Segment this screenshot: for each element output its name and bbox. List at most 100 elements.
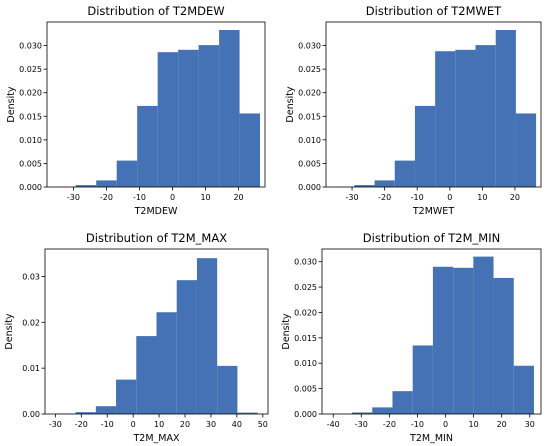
histogram-bar [413, 345, 433, 414]
histogram-bar [476, 45, 496, 187]
x-tick-label: -10 [411, 420, 424, 429]
x-tick-label: -30 [67, 193, 80, 202]
chart-panel-1: -30 -20 -10 0 10 20 0.000 0.005 0.010 0.015 0.020 0… [6, 4, 265, 217]
chart-panel-2: -30 -20 -10 0 10 20 0.000 0.005 0.010 0.015 0.020 0… [285, 4, 541, 217]
histogram-bar [136, 336, 156, 414]
histogram-bar [157, 312, 177, 414]
x-tick-label: 10 [200, 193, 210, 202]
histogram-bar [197, 258, 217, 414]
y-tick-label: 0.010 [298, 136, 321, 145]
histogram-bar [372, 407, 392, 414]
chart-title: Distribution of T2MWET [366, 4, 502, 18]
y-tick-label: 0.000 [298, 183, 321, 192]
x-tick-label: -10 [101, 420, 114, 429]
y-axis-label: Density [4, 313, 15, 349]
x-tick-label: 10 [469, 420, 479, 429]
x-tick-label: 40 [232, 420, 242, 429]
histogram-bar [514, 366, 534, 414]
y-tick-label: 0.005 [298, 159, 321, 168]
histogram-bar [455, 50, 475, 187]
histogram-bar [395, 161, 415, 187]
y-axis-label: Density [281, 313, 292, 349]
histogram-bar [137, 106, 157, 187]
x-tick-label: -40 [327, 420, 340, 429]
y-tick-label: 0.010 [19, 136, 42, 145]
x-tick-label: 50 [258, 420, 268, 429]
y-tick-label: 0.020 [298, 89, 321, 98]
x-tick-label: -20 [75, 420, 88, 429]
histogram-bar [433, 267, 453, 414]
x-tick-label: -30 [355, 420, 368, 429]
x-tick-label: -20 [378, 193, 391, 202]
histogram-bar [219, 30, 239, 187]
y-tick-label: 0.015 [19, 112, 42, 121]
y-tick-label: 0.030 [19, 42, 42, 51]
x-tick-label: 0 [447, 193, 452, 202]
histogram-bar [392, 391, 412, 414]
x-tick-label: 0 [443, 420, 448, 429]
histogram-bar [177, 280, 197, 414]
y-tick-label: 0.000 [19, 183, 42, 192]
x-axis-label: T2M_MIN [409, 433, 453, 444]
histogram-bar [453, 268, 473, 414]
chart-title: Distribution of T2M_MAX [86, 231, 227, 245]
y-tick-label: 0.015 [294, 334, 317, 343]
x-tick-label: 30 [206, 420, 216, 429]
x-tick-label: -10 [133, 193, 146, 202]
histogram-bar [96, 180, 116, 187]
histogram-bar [117, 161, 137, 187]
histogram-bar [116, 380, 136, 414]
x-tick-label: -30 [346, 193, 359, 202]
y-tick-label: 0.030 [298, 42, 321, 51]
histogram-bar [473, 257, 493, 414]
y-tick-label: 0.01 [22, 364, 40, 373]
histogram-bar [178, 50, 198, 187]
x-axis-label: T2M_MAX [133, 433, 180, 444]
x-tick-label: 20 [233, 193, 243, 202]
y-tick-label: 0.005 [19, 159, 42, 168]
histogram-bar [158, 52, 178, 187]
x-tick-label: 20 [180, 420, 190, 429]
x-tick-label: 0 [170, 193, 175, 202]
x-tick-label: 20 [497, 420, 507, 429]
chart-title: Distribution of T2M_MIN [363, 231, 500, 245]
x-tick-label: 0 [131, 420, 136, 429]
y-axis-label: Density [6, 86, 17, 122]
histogram-bar [199, 45, 219, 187]
x-tick-label: -20 [100, 193, 113, 202]
histogram-bar [494, 278, 514, 414]
y-tick-label: 0.02 [22, 318, 40, 327]
y-tick-label: 0.03 [22, 273, 40, 282]
x-tick-label: -10 [411, 193, 424, 202]
y-tick-label: 0.020 [19, 89, 42, 98]
y-tick-label: 0.00 [22, 410, 40, 419]
y-tick-label: 0.015 [298, 112, 321, 121]
x-axis-label: T2MDEW [134, 206, 178, 217]
histogram-bar [96, 406, 116, 414]
y-axis-label: Density [285, 86, 296, 122]
x-tick-label: -30 [49, 420, 62, 429]
chart-title: Distribution of T2MDEW [87, 4, 224, 18]
histogram-bar [375, 180, 395, 187]
y-tick-label: 0.025 [298, 65, 321, 74]
y-tick-label: 0.030 [294, 258, 317, 267]
x-tick-label: 10 [154, 420, 164, 429]
histogram-bar [516, 113, 536, 187]
y-tick-label: 0.010 [294, 359, 317, 368]
histogram-bar [217, 366, 237, 414]
histogram-bar [415, 106, 435, 187]
y-tick-label: 0.025 [294, 283, 317, 292]
chart-panel-4: -40 -30 -20 -10 0 10 20 30 0.000 0.005 0.010 0.015 0… [281, 231, 541, 444]
x-axis-label: T2MWET [412, 206, 454, 217]
histogram-bar [240, 113, 260, 187]
histogram-bar [435, 51, 455, 187]
x-tick-label: -20 [383, 420, 396, 429]
histogram-bar [496, 30, 516, 187]
y-tick-label: 0.025 [19, 65, 42, 74]
y-tick-label: 0.000 [294, 410, 317, 419]
y-tick-label: 0.005 [294, 385, 317, 394]
x-tick-label: 20 [510, 193, 520, 202]
chart-panel-3: -30 -20 -10 0 10 20 30 40 50 0.00 0.01 0.02 0.03 Dist… [4, 231, 268, 444]
x-tick-label: 30 [525, 420, 535, 429]
